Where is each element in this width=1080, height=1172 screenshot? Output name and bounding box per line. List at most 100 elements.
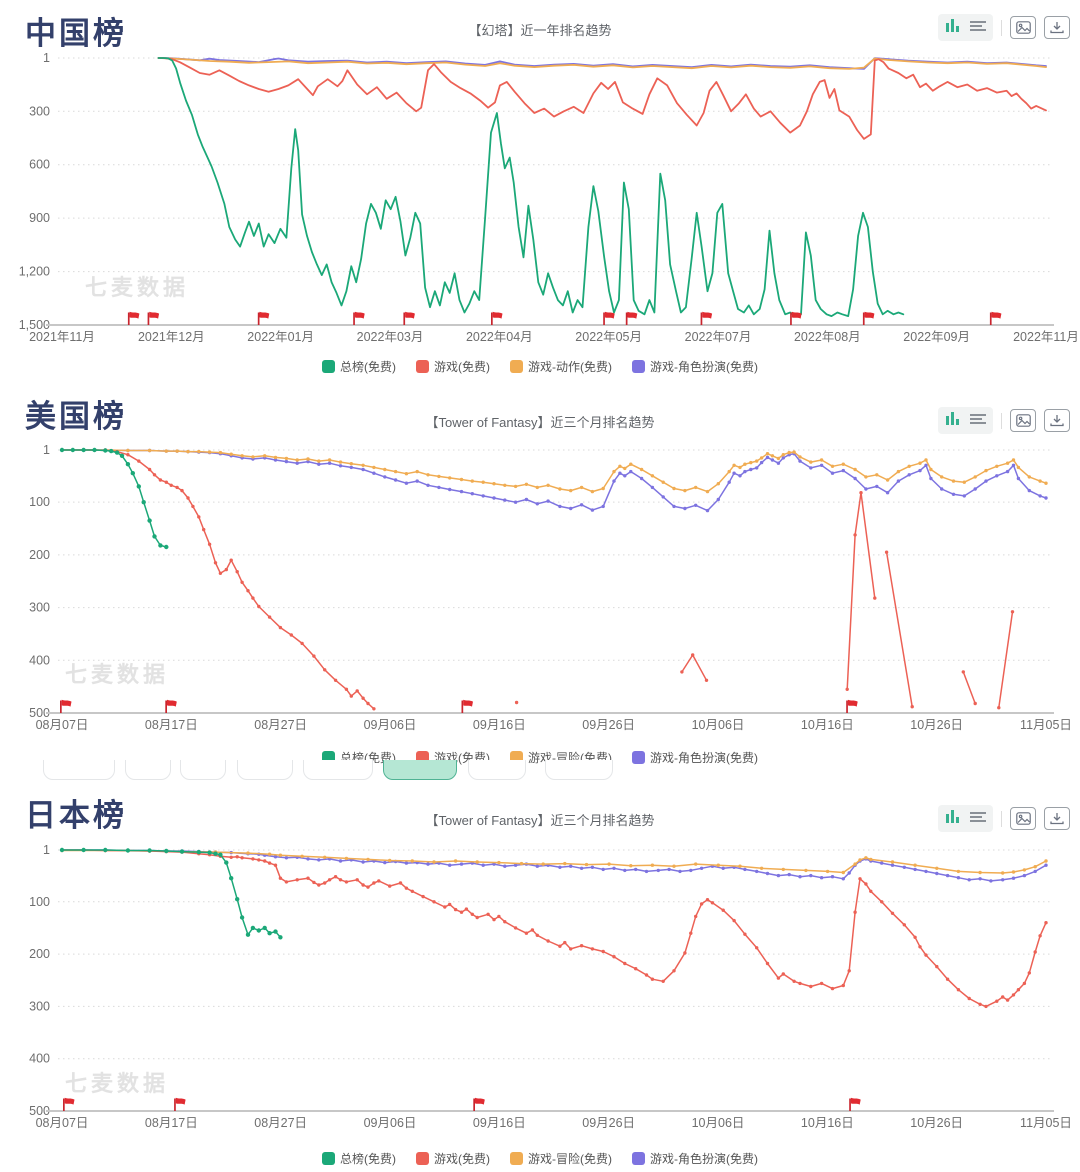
chart-type-toggle[interactable] xyxy=(938,14,993,41)
svg-text:10月16日: 10月16日 xyxy=(801,718,854,732)
legend-item-2[interactable]: 游戏-冒险(免费) xyxy=(510,1150,612,1167)
flag-marker[interactable] xyxy=(353,311,365,325)
download-button[interactable] xyxy=(1044,807,1070,830)
export-image-button[interactable] xyxy=(1010,409,1036,432)
flag-marker[interactable] xyxy=(127,311,140,325)
toolbar-divider xyxy=(1001,810,1002,827)
flag-marker[interactable] xyxy=(473,1097,485,1111)
chart-type-toggle[interactable] xyxy=(938,805,993,832)
gridlines xyxy=(58,849,1052,1060)
bar-chart-icon[interactable] xyxy=(945,411,961,430)
svg-text:100: 100 xyxy=(29,495,50,509)
legend-item-3[interactable]: 游戏-角色扮演(免费) xyxy=(632,749,758,766)
legend-item-1[interactable]: 游戏(免费) xyxy=(416,1150,490,1167)
flag-markers xyxy=(63,1097,861,1111)
flag-marker[interactable] xyxy=(700,311,713,325)
export-image-button[interactable] xyxy=(1010,16,1036,39)
svg-text:2022年04月: 2022年04月 xyxy=(466,330,533,344)
rank-tab-6[interactable] xyxy=(468,760,526,780)
rank-tab-3[interactable] xyxy=(237,760,293,780)
gridlines xyxy=(58,449,1052,661)
flag-marker[interactable] xyxy=(603,311,615,325)
download-button[interactable] xyxy=(1044,409,1070,432)
svg-text:1: 1 xyxy=(43,443,50,457)
gridlines xyxy=(58,57,1052,273)
legend-swatch xyxy=(322,360,335,373)
svg-text:400: 400 xyxy=(29,653,50,667)
svg-text:09月06日: 09月06日 xyxy=(364,1116,417,1130)
svg-text:11月05日: 11月05日 xyxy=(1020,718,1072,732)
legend-item-2[interactable]: 游戏-动作(免费) xyxy=(510,358,612,375)
svg-text:100: 100 xyxy=(29,895,50,909)
series-游戏-动作(免费) xyxy=(157,57,1047,70)
svg-text:1: 1 xyxy=(43,843,50,857)
flag-marker[interactable] xyxy=(625,311,638,325)
flag-marker[interactable] xyxy=(989,311,1002,325)
svg-text:2022年09月: 2022年09月 xyxy=(903,330,970,344)
bar-chart-icon[interactable] xyxy=(945,18,961,37)
list-view-icon[interactable] xyxy=(970,412,986,430)
flag-marker[interactable] xyxy=(849,1097,861,1111)
flag-marker[interactable] xyxy=(174,1097,186,1111)
svg-text:09月16日: 09月16日 xyxy=(473,1116,526,1130)
svg-text:1,500: 1,500 xyxy=(19,318,50,332)
flag-marker[interactable] xyxy=(63,1097,75,1111)
svg-text:10月16日: 10月16日 xyxy=(801,1116,854,1130)
legend-item-0[interactable]: 总榜(免费) xyxy=(322,358,396,375)
svg-text:08月17日: 08月17日 xyxy=(145,718,198,732)
rank-tab-0[interactable] xyxy=(43,760,115,780)
flag-marker[interactable] xyxy=(257,311,270,325)
y-axis-labels: 1 100 200 300 400 500 xyxy=(29,443,50,720)
china-chart-panel: 中国榜 【幻塔】近一年排名趋势 1 300 600 900 1,200 1,500 2021… xyxy=(0,0,1080,385)
export-image-button[interactable] xyxy=(1010,807,1036,830)
flag-markers xyxy=(127,311,1002,325)
flag-marker[interactable] xyxy=(461,699,474,713)
series-总榜(免费) xyxy=(59,447,169,550)
chart-type-toggle[interactable] xyxy=(938,407,993,434)
flag-marker[interactable] xyxy=(491,311,503,325)
rank-tab-1[interactable] xyxy=(125,760,171,780)
flag-marker[interactable] xyxy=(165,699,177,713)
series-lines xyxy=(59,847,1048,1009)
legend-swatch xyxy=(510,1152,523,1165)
flag-marker[interactable] xyxy=(60,699,72,713)
legend-item-0[interactable]: 总榜(免费) xyxy=(322,1150,396,1167)
section-heading-us: 美国榜 xyxy=(25,399,127,434)
download-button[interactable] xyxy=(1044,16,1070,39)
svg-text:1: 1 xyxy=(43,51,50,65)
series-总榜(免费) xyxy=(59,847,283,940)
rank-tab-5-active[interactable] xyxy=(383,760,457,780)
svg-text:08月07日: 08月07日 xyxy=(36,718,89,732)
list-view-icon[interactable] xyxy=(970,19,986,37)
svg-text:1,200: 1,200 xyxy=(19,265,50,279)
flag-marker[interactable] xyxy=(403,311,415,325)
flag-marker[interactable] xyxy=(790,311,802,325)
x-axis-labels: 08月07日 08月17日 08月27日 09月06日 09月16日 09月26日 10月0… xyxy=(36,1116,1072,1130)
flag-marker[interactable] xyxy=(147,311,160,325)
legend-item-3[interactable]: 游戏-角色扮演(免费) xyxy=(632,1150,758,1167)
series-lines xyxy=(59,447,1048,711)
chart-toolbar-china xyxy=(938,14,1070,41)
legend-swatch xyxy=(416,1152,429,1165)
legend-label: 游戏(免费) xyxy=(434,360,490,374)
rank-tab-2[interactable] xyxy=(180,760,226,780)
rank-tab-4[interactable] xyxy=(303,760,373,780)
legend-swatch xyxy=(416,360,429,373)
svg-text:300: 300 xyxy=(29,999,50,1013)
legend-item-3[interactable]: 游戏-角色扮演(免费) xyxy=(632,358,758,375)
chart-legend-japan: 总榜(免费) 游戏(免费) 游戏-冒险(免费) 游戏-角色扮演(免费) xyxy=(0,1150,1080,1167)
svg-text:10月06日: 10月06日 xyxy=(692,1116,745,1130)
bar-chart-icon[interactable] xyxy=(945,809,961,828)
flag-marker[interactable] xyxy=(862,311,875,325)
x-axis-labels: 2021年11月 2021年12月 2022年01月 2022年03月 2022年04月… xyxy=(29,330,1079,344)
list-view-icon[interactable] xyxy=(970,810,986,828)
svg-text:300: 300 xyxy=(29,601,50,615)
svg-text:2021年11月: 2021年11月 xyxy=(29,330,95,344)
rank-tab-7[interactable] xyxy=(545,760,613,780)
flag-marker[interactable] xyxy=(846,699,858,713)
legend-item-1[interactable]: 游戏(免费) xyxy=(416,358,490,375)
series-游戏(免费) xyxy=(60,848,1048,1009)
